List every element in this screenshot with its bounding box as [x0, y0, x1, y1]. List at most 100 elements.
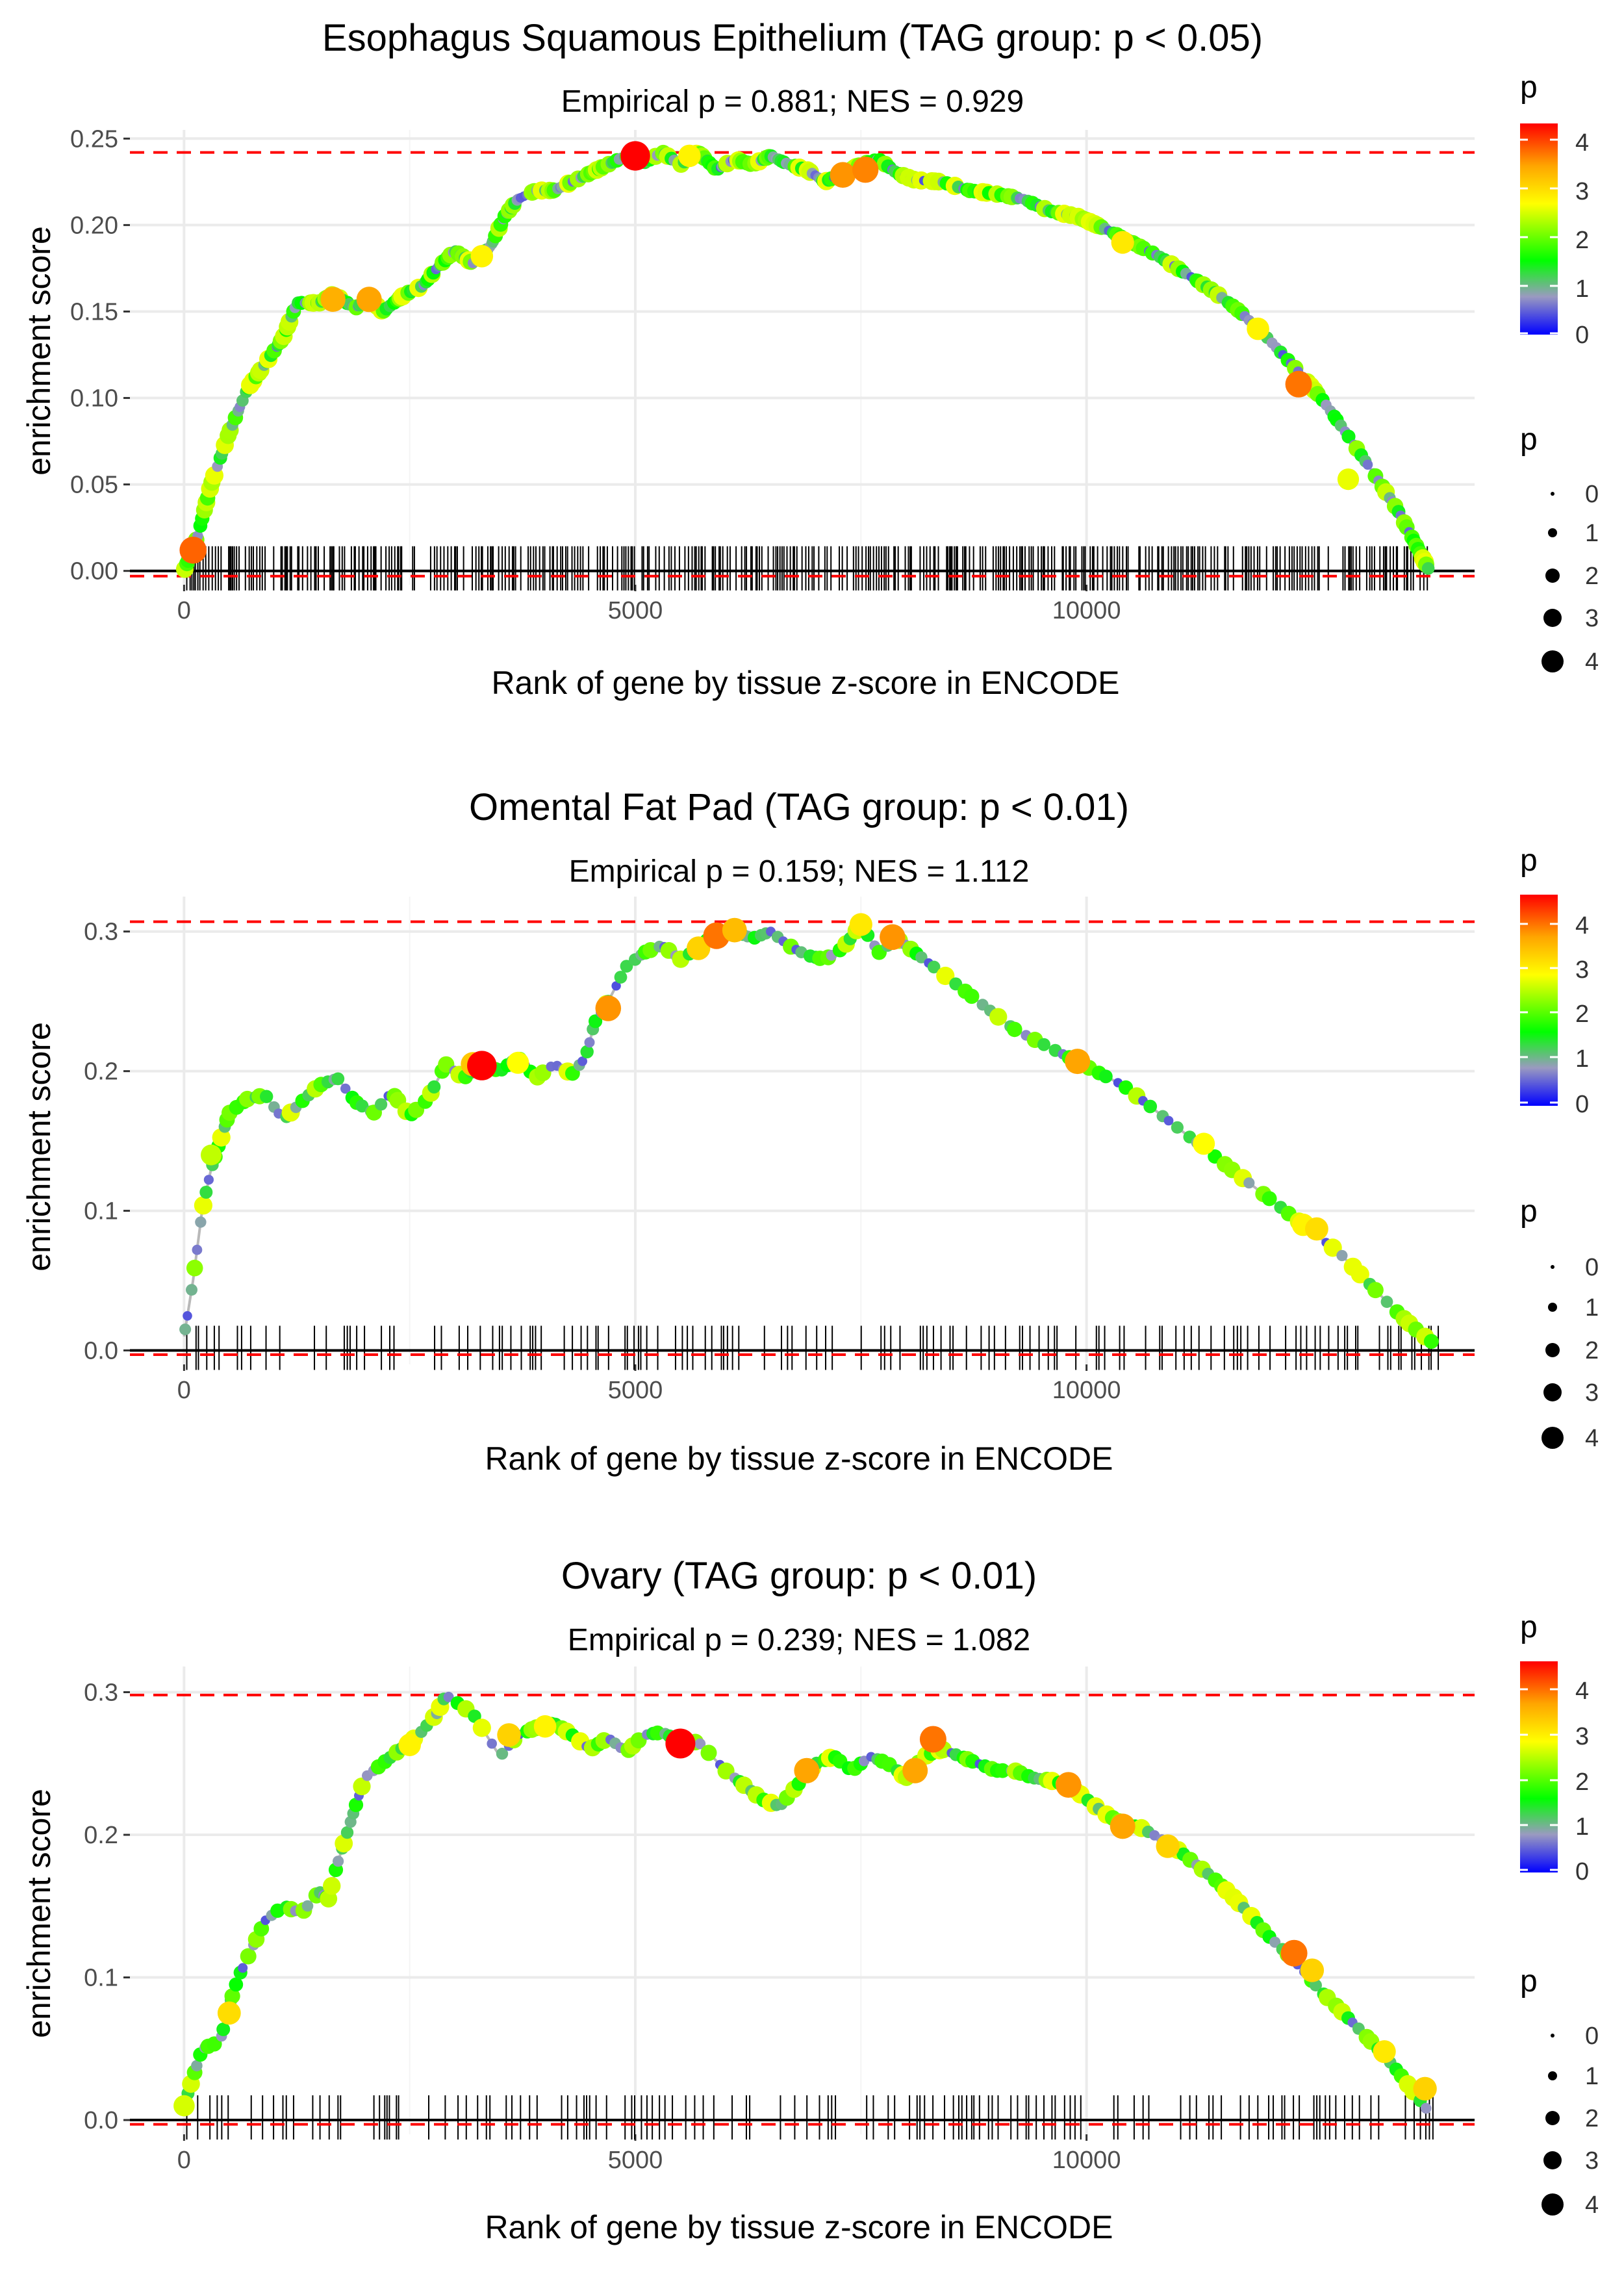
enrichment-point	[927, 960, 941, 974]
legend-color-tick: 1	[1575, 1045, 1589, 1073]
significant-point	[722, 917, 747, 943]
y-axis-label: enrichment score	[21, 1789, 57, 2038]
enrichment-point	[199, 1186, 213, 1199]
y-tick-label: 0.25	[70, 125, 118, 153]
legend-color-tick: 3	[1575, 1723, 1589, 1750]
legend-color-tick: 3	[1575, 178, 1589, 205]
significant-point	[595, 995, 622, 1021]
legend-size-label: 2	[1585, 2105, 1599, 2132]
legend-color-tick: 0	[1575, 322, 1589, 349]
enrichment-point	[1380, 1296, 1393, 1309]
legend-size-label: 1	[1585, 2063, 1599, 2090]
enrichment-point	[375, 1098, 388, 1111]
enrichment-point	[1163, 1116, 1174, 1126]
significant-point	[620, 141, 650, 171]
enrichment-point	[301, 1900, 314, 1912]
size-key	[1543, 1383, 1562, 1401]
enrichment-point	[323, 1877, 341, 1895]
enrichment-point	[1007, 1021, 1022, 1038]
enrichment-point	[936, 966, 955, 986]
panel-ovary: Ovary (TAG group: p < 0.01) Empirical p …	[21, 1555, 1599, 2245]
y-tick-label: 0.0	[84, 1338, 118, 1365]
significant-point	[794, 1757, 820, 1783]
enrichment-point	[1421, 562, 1435, 575]
x-tick-label: 5000	[608, 1377, 663, 1404]
legend-size-label: 1	[1585, 1294, 1599, 1322]
x-tick-label: 0	[177, 597, 191, 624]
enrichment-point	[194, 1196, 212, 1215]
enrichment-point	[1143, 1099, 1158, 1114]
enrichment-point	[1171, 1121, 1184, 1134]
enrichment-point	[1420, 2102, 1432, 2114]
enrichment-point	[240, 1948, 257, 1965]
enrichment-point	[229, 1977, 244, 1992]
significant-point	[919, 1726, 946, 1753]
significant-point	[467, 1051, 497, 1080]
x-tick-label: 0	[177, 2147, 191, 2174]
legend-size-title: p	[1520, 1964, 1538, 1999]
significant-point	[1247, 317, 1269, 340]
enrichment-point	[353, 1777, 371, 1796]
enrichment-point	[192, 1244, 203, 1255]
enrichment-point	[191, 2060, 203, 2072]
y-tick-label: 0.10	[70, 385, 118, 413]
size-key	[1548, 2071, 1557, 2080]
significant-point	[507, 1051, 529, 1074]
enrichment-point	[355, 1099, 369, 1113]
significant-point	[849, 913, 872, 936]
legend-size-title: p	[1520, 1194, 1538, 1229]
legend-color-tick: 4	[1575, 1678, 1589, 1705]
legend-color-tick: 1	[1575, 275, 1589, 303]
enrichment-point	[1243, 1177, 1255, 1189]
enrichment-point	[195, 1216, 207, 1228]
significant-point	[320, 287, 346, 312]
size-key	[1542, 2193, 1564, 2216]
enrichment-point	[1336, 1249, 1348, 1262]
legend-color-title: p	[1520, 843, 1538, 878]
enrichment-point	[212, 1128, 231, 1147]
enrichment-point	[203, 1175, 214, 1185]
legend-color-tick: 0	[1575, 1858, 1589, 1885]
enrichment-point	[995, 1763, 1010, 1778]
significant-point	[830, 162, 856, 188]
enrichment-point	[694, 1738, 706, 1750]
enrichment-point	[580, 1045, 594, 1059]
size-key	[1548, 1303, 1557, 1312]
panel-esophagus: Esophagus Squamous Epithelium (TAG group…	[21, 17, 1599, 701]
enrichment-point	[620, 960, 633, 973]
plot-area-esophagus: 0.00 0.05 0.10 0.15 0.20 0.25 0 5000 10000	[70, 125, 1475, 624]
size-legend: p 0 1 2 3 4	[1520, 1964, 1599, 2219]
significant-point	[1337, 468, 1360, 491]
chart-subtitle: Empirical p = 0.159; NES = 1.112	[569, 854, 1030, 889]
legend-color-tick: 1	[1575, 1813, 1589, 1841]
legend-color-title: p	[1520, 70, 1538, 105]
enrichment-point	[487, 1738, 497, 1749]
y-tick-label: 0.20	[70, 212, 118, 239]
legend-size-label: 3	[1585, 605, 1599, 632]
enrichment-point	[186, 1284, 197, 1296]
enrichment-point	[989, 1008, 1008, 1026]
legend-size-label: 0	[1585, 481, 1599, 508]
significant-point	[356, 287, 382, 313]
enrichment-point	[1310, 1979, 1322, 1992]
significant-point	[852, 157, 879, 183]
legend-color-tick: 2	[1575, 1001, 1589, 1028]
legend-size-label: 3	[1585, 2147, 1599, 2175]
y-tick-label: 0.2	[84, 1822, 118, 1849]
enrichment-point	[186, 1259, 203, 1277]
chart-title: Omental Fat Pad (TAG group: p < 0.01)	[469, 786, 1129, 828]
significant-point	[201, 1144, 222, 1166]
enrichment-point	[1262, 1191, 1277, 1207]
chart-title: Esophagus Squamous Epithelium (TAG group…	[322, 17, 1263, 59]
enrichment-point	[1423, 1334, 1439, 1349]
y-tick-label: 0.1	[84, 1198, 118, 1225]
chart-title: Ovary (TAG group: p < 0.01)	[561, 1555, 1037, 1597]
significant-point	[533, 1715, 557, 1738]
plot-area-ovary: 0.0 0.1 0.2 0.3 0 5000 10000	[84, 1667, 1475, 2174]
enrichment-point	[427, 1080, 441, 1093]
enrichment-point	[915, 951, 928, 964]
y-tick-label: 0.00	[70, 558, 118, 585]
significant-point	[470, 245, 494, 268]
y-tick-label: 0.0	[84, 2107, 118, 2134]
significant-point	[1285, 370, 1312, 398]
